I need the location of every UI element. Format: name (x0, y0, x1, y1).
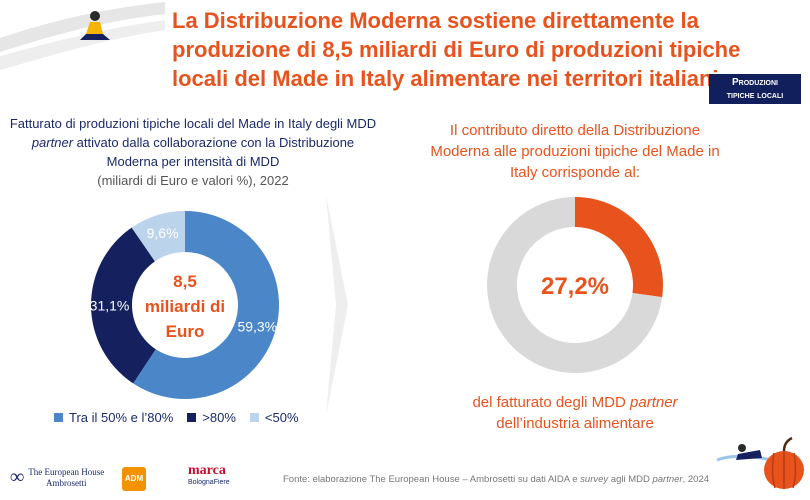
section-tag-line2: tipiche locali (726, 90, 784, 101)
left-donut-center-label: Euro (166, 322, 205, 341)
decor-waves (0, 2, 165, 70)
source-footer: Fonte: elaborazione The European House –… (283, 474, 709, 485)
teh-logo: ∞ The European House Ambrosetti (10, 466, 104, 489)
marca-logo: marca BolognaFiere (188, 463, 230, 489)
footer-part3: , 2024 (682, 474, 710, 485)
page-title: La Distribuzione Moderna sostiene dirett… (172, 8, 741, 91)
left-donut-slice-label: 9,6% (147, 225, 179, 241)
right-chart-footer: del fatturato degli MDD partner dell’ind… (420, 392, 730, 434)
left-donut-slice (133, 211, 279, 399)
teh-logo-line2: Ambrosetti (46, 477, 87, 488)
right-donut-center-label: 27,2% (541, 273, 609, 300)
section-tag: Produzioni tipiche locali (709, 74, 801, 104)
right-donut-slice (487, 197, 663, 373)
teh-logo-mark-icon: ∞ (10, 466, 25, 488)
legend-item: <50% (249, 410, 299, 425)
right-donut-chart: 27,2% (487, 197, 663, 373)
right-footer-partner: partner (630, 394, 678, 411)
left-donut-chart: 59,3% 31,1% 9,6% 8,5 miliardi di Euro (90, 211, 279, 399)
left-donut-center-label: miliardi di (145, 297, 225, 316)
left-chart-heading: Fatturato di produzioni tipiche locali d… (8, 114, 378, 190)
left-donut-slice (91, 227, 156, 384)
left-donut-slice (131, 211, 185, 262)
left-heading-part1: Fatturato di produzioni tipiche locali d… (9, 116, 377, 131)
left-donut-center-label: 8,5 (173, 272, 197, 291)
footer-survey: survey (580, 474, 609, 485)
person-icon (80, 11, 110, 40)
bolognafiere-logo-text: BolognaFiere (188, 479, 230, 486)
footer-part2: agli MDD (610, 474, 650, 485)
marca-logo-text: marca (188, 463, 226, 478)
right-donut-slice (575, 197, 663, 298)
right-footer-part2: dell’industria alimentare (496, 415, 654, 432)
section-tag-line1: Produzioni (732, 77, 778, 88)
footer-partner: partner (652, 474, 683, 485)
footer-part1: Fonte: elaborazione The European House –… (283, 474, 578, 485)
legend-swatch (187, 413, 197, 422)
adm-logo-text: ADM (124, 474, 144, 483)
decor-pumpkin-icon (716, 436, 804, 489)
legend-label: >80% (202, 410, 236, 425)
divider-arrow-icon (326, 195, 348, 415)
legend-label: Tra il 50% e l’80% (69, 410, 174, 425)
left-heading-partner: partner (31, 135, 74, 150)
right-footer-part1: del fatturato degli MDD (472, 394, 626, 411)
legend-item: >80% (187, 410, 236, 425)
reclining-person-icon (736, 444, 762, 460)
legend-swatch (54, 413, 63, 422)
left-chart-subheading: (miliardi di Euro e valori %), 2022 (97, 173, 289, 188)
legend-item: Tra il 50% e l’80% (54, 410, 173, 425)
left-donut-slice-label: 31,1% (90, 298, 129, 314)
adm-logo: ADM (122, 467, 146, 491)
legend-swatch (249, 413, 259, 422)
legend-label: <50% (264, 410, 299, 425)
teh-logo-line1: The European House (28, 466, 105, 477)
left-chart-legend: Tra il 50% e l’80% >80% <50% (54, 410, 299, 425)
right-chart-heading: Il contributo diretto della Distribuzion… (430, 122, 720, 181)
left-donut-slice-label: 59,3% (237, 319, 277, 335)
left-heading-part2: attivato dalla collaborazione con la Dis… (76, 135, 355, 169)
